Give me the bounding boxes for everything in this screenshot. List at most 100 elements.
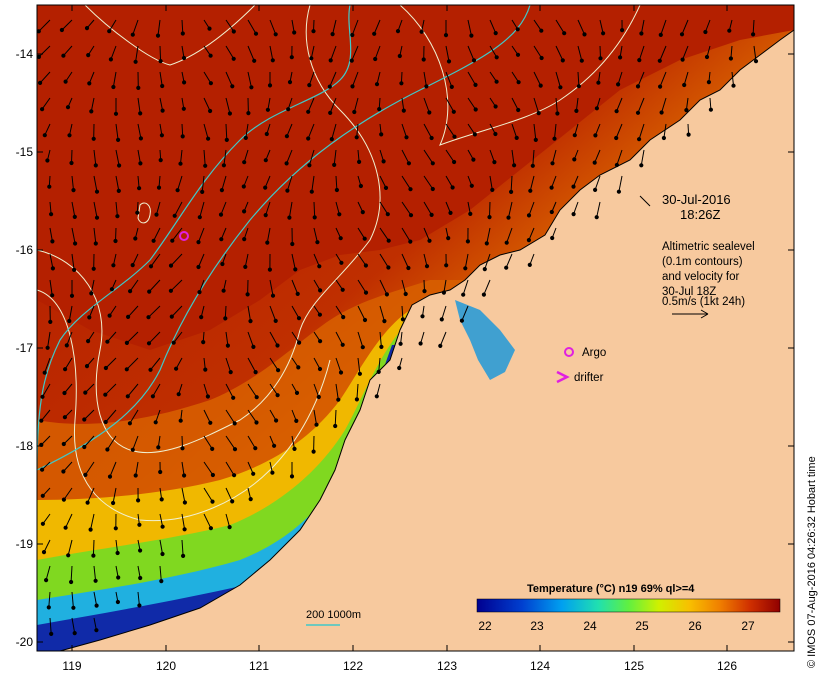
velocity-arrow bbox=[529, 175, 535, 191]
velocity-arrow-head bbox=[242, 209, 247, 214]
velocity-arrow-head bbox=[574, 108, 579, 114]
velocity-arrow-head bbox=[91, 136, 96, 141]
velocity-arrow-head bbox=[318, 339, 323, 344]
velocity-arrow-head bbox=[150, 394, 155, 399]
velocity-arrow-head bbox=[117, 163, 122, 168]
velocity-arrow bbox=[269, 331, 278, 346]
velocity-arrow-head bbox=[657, 58, 662, 63]
velocity-arrow-head bbox=[219, 237, 224, 242]
x-tick-label: 125 bbox=[624, 659, 644, 673]
velocity-arrow-head bbox=[340, 287, 345, 292]
velocity-arrow bbox=[379, 227, 390, 241]
velocity-arrow-head bbox=[42, 133, 47, 138]
velocity-arrow-head bbox=[317, 264, 322, 269]
velocity-arrow bbox=[618, 175, 623, 192]
velocity-arrow bbox=[752, 19, 755, 35]
velocity-arrow-head bbox=[439, 317, 444, 322]
velocity-arrow bbox=[137, 123, 142, 139]
x-tick-label: 121 bbox=[249, 659, 269, 673]
colorbar-tick-label: 25 bbox=[635, 619, 649, 633]
velocity-arrow bbox=[467, 71, 476, 86]
velocity-arrow bbox=[489, 201, 491, 218]
velocity-arrow bbox=[43, 539, 51, 553]
velocity-arrow bbox=[401, 123, 407, 138]
velocity-arrow bbox=[223, 149, 227, 166]
velocity-arrow-head bbox=[509, 189, 514, 194]
velocity-arrow bbox=[49, 227, 53, 242]
velocity-arrow-head bbox=[93, 578, 98, 583]
velocity-arrow bbox=[467, 97, 477, 110]
velocity-arrow-head bbox=[275, 343, 280, 348]
velocity-arrow-head bbox=[490, 187, 495, 192]
velocity-arrow-head bbox=[197, 215, 202, 220]
velocity-arrow bbox=[616, 149, 623, 166]
velocity-arrow bbox=[663, 123, 667, 139]
colorbar-tick-label: 26 bbox=[688, 619, 702, 633]
velocity-arrow-head bbox=[289, 55, 294, 60]
velocity-arrow-head bbox=[340, 342, 345, 347]
velocity-scale-arrow bbox=[672, 309, 709, 319]
velocity-arrow-head bbox=[446, 236, 451, 241]
argo-float-marker[interactable] bbox=[179, 231, 189, 241]
velocity-arrow-head bbox=[682, 82, 687, 88]
velocity-arrow-head bbox=[616, 189, 622, 194]
colorbar-tick-label: 23 bbox=[530, 619, 544, 633]
velocity-arrow-head bbox=[506, 215, 511, 220]
velocity-arrow-head bbox=[318, 288, 323, 293]
velocity-arrow bbox=[247, 357, 257, 373]
velocity-arrow-head bbox=[317, 366, 323, 372]
colorbar-tick-label: 22 bbox=[478, 619, 492, 633]
velocity-arrow-head bbox=[82, 417, 87, 422]
velocity-arrow-head bbox=[616, 82, 621, 87]
velocity-arrow-head bbox=[354, 135, 359, 140]
velocity-arrow-head bbox=[438, 343, 443, 348]
velocity-arrow-head bbox=[424, 84, 429, 89]
velocity-arrow-head bbox=[362, 236, 367, 241]
velocity-arrow bbox=[225, 513, 231, 528]
velocity-arrow-head bbox=[138, 111, 143, 116]
velocity-arrow bbox=[423, 201, 433, 216]
velocity-arrow bbox=[93, 227, 97, 244]
velocity-arrow bbox=[332, 19, 337, 35]
velocity-arrow-head bbox=[538, 83, 543, 88]
velocity-arrow bbox=[357, 357, 361, 374]
velocity-arrow-head bbox=[113, 111, 119, 116]
velocity-arrow bbox=[528, 201, 535, 216]
velocity-arrow-head bbox=[334, 187, 339, 193]
king-sound bbox=[455, 300, 515, 380]
velocity-arrow bbox=[93, 591, 98, 606]
velocity-arrow bbox=[401, 305, 404, 320]
velocity-arrow-head bbox=[274, 418, 279, 423]
velocity-arrow-head bbox=[40, 107, 45, 112]
velocity-arrow-head bbox=[263, 213, 268, 218]
velocity-arrow bbox=[682, 45, 689, 60]
velocity-arrow-head bbox=[404, 135, 409, 140]
velocity-arrow-head bbox=[146, 315, 151, 320]
velocity-arrow-head bbox=[253, 446, 258, 451]
velocity-arrow bbox=[401, 149, 410, 164]
velocity-arrow-head bbox=[59, 27, 65, 33]
velocity-arrow bbox=[199, 201, 205, 218]
velocity-arrow bbox=[129, 409, 139, 424]
velocity-arrow-head bbox=[133, 59, 138, 64]
velocity-arrow-head bbox=[111, 263, 116, 268]
velocity-arrow-head bbox=[661, 135, 667, 141]
velocity-arrow-head bbox=[251, 471, 256, 476]
velocity-arrow bbox=[127, 383, 139, 397]
velocity-arrow-head bbox=[252, 58, 257, 63]
velocity-arrow-head bbox=[115, 214, 120, 219]
velocity-arrow bbox=[333, 149, 337, 165]
velocity-arrow-head bbox=[492, 160, 497, 165]
velocity-arrow bbox=[335, 357, 342, 373]
velocity-arrow-head bbox=[420, 314, 425, 319]
velocity-arrow-head bbox=[512, 163, 517, 168]
sealevel-contour bbox=[399, 5, 641, 146]
velocity-arrow-head bbox=[138, 548, 143, 553]
velocity-arrow bbox=[47, 331, 51, 348]
velocity-arrow bbox=[66, 331, 73, 346]
velocity-arrow-head bbox=[494, 79, 499, 84]
velocity-arrow bbox=[170, 279, 183, 292]
velocity-arrow bbox=[379, 279, 388, 295]
velocity-arrow-head bbox=[555, 111, 560, 116]
